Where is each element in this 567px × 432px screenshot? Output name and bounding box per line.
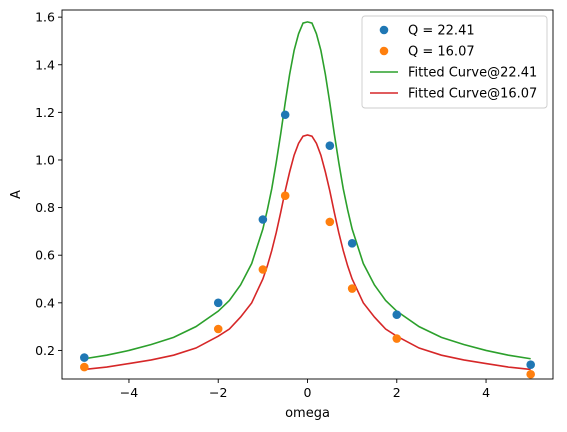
y-tick-label: 0.6 — [35, 248, 55, 263]
data-point-s1-5 — [348, 284, 357, 293]
data-point-s1-6 — [392, 334, 401, 343]
x-tick-label: −4 — [120, 385, 138, 400]
data-point-s0-5 — [348, 239, 357, 248]
data-point-s0-1 — [214, 299, 223, 308]
y-tick-label: 0.8 — [35, 200, 55, 215]
data-point-s0-2 — [259, 215, 268, 224]
x-tick-label: 4 — [482, 385, 490, 400]
legend-marker-1 — [380, 47, 389, 56]
y-axis-label: A — [9, 190, 24, 199]
legend-marker-0 — [380, 26, 389, 35]
data-point-s1-3 — [281, 191, 290, 200]
data-point-s0-3 — [281, 110, 290, 119]
x-axis-label: omega — [285, 406, 330, 421]
data-point-s1-0 — [80, 363, 89, 372]
data-point-s0-4 — [326, 141, 335, 150]
data-point-s0-7 — [526, 360, 535, 369]
legend-label-2: Fitted Curve@22.41 — [408, 66, 537, 81]
legend-label-3: Fitted Curve@16.07 — [408, 87, 537, 102]
y-tick-label: 1.6 — [35, 10, 55, 25]
x-tick-label: 0 — [304, 385, 312, 400]
y-tick-label: 0.2 — [35, 343, 55, 358]
legend-label-0: Q = 22.41 — [408, 24, 475, 39]
x-tick-label: −2 — [209, 385, 227, 400]
y-tick-label: 1.0 — [35, 152, 55, 167]
data-point-s1-2 — [259, 265, 268, 274]
data-point-s1-1 — [214, 325, 223, 334]
x-tick-label: 2 — [393, 385, 401, 400]
data-point-s0-6 — [392, 310, 401, 319]
data-point-s1-4 — [326, 218, 335, 227]
data-point-s1-7 — [526, 370, 535, 379]
y-tick-label: 1.2 — [35, 105, 55, 120]
legend-label-1: Q = 16.07 — [408, 45, 475, 60]
data-point-s0-0 — [80, 353, 89, 362]
y-tick-label: 1.4 — [35, 57, 55, 72]
y-tick-label: 0.4 — [35, 295, 55, 310]
legend: Q = 22.41 Q = 16.07 Fitted Curve@22.41 Fitt… — [362, 16, 547, 108]
